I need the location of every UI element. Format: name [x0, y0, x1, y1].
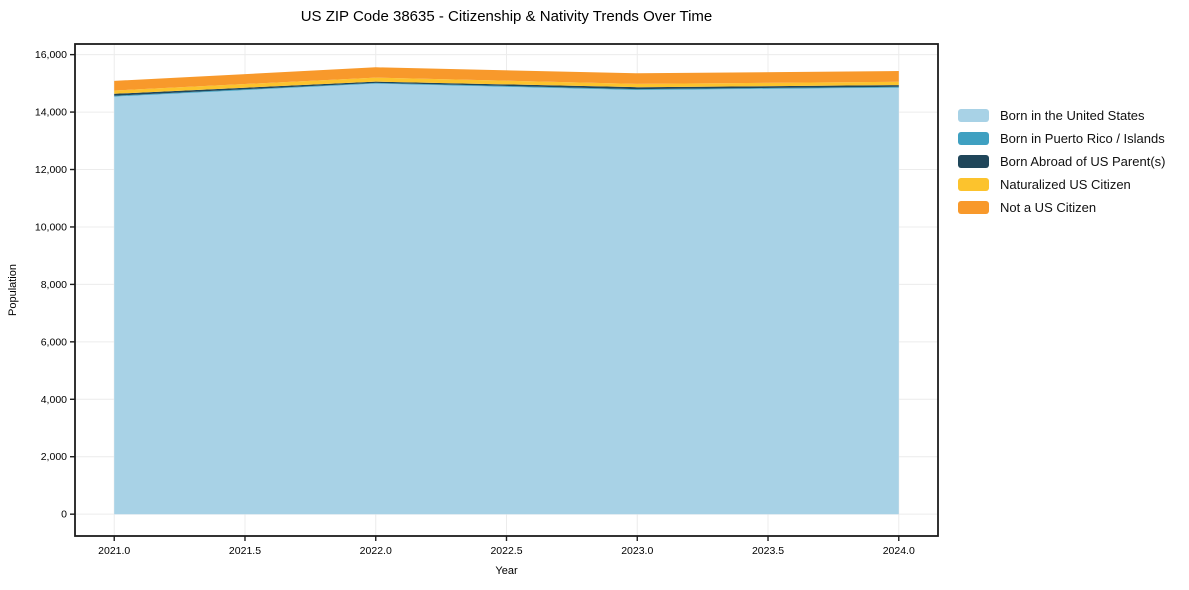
legend-label: Naturalized US Citizen [1000, 177, 1131, 192]
x-tick-label: 2023.5 [752, 545, 784, 557]
legend-item: Naturalized US Citizen [958, 173, 1165, 196]
legend-label: Born Abroad of US Parent(s) [1000, 154, 1166, 169]
y-tick-label: 16,000 [35, 49, 67, 61]
y-tick-label: 12,000 [35, 164, 67, 176]
legend-label: Born in the United States [1000, 108, 1145, 123]
y-tick-label: 10,000 [35, 221, 67, 233]
legend-swatch-icon [958, 155, 989, 168]
legend-item: Born in Puerto Rico / Islands [958, 127, 1165, 150]
legend-swatch-icon [958, 109, 989, 122]
area-series-1 [114, 82, 899, 97]
y-tick-label: 8,000 [41, 279, 67, 291]
x-tick-label: 2024.0 [883, 545, 915, 557]
legend-swatch-icon [958, 201, 989, 214]
y-axis-label: Population [7, 264, 19, 316]
legend-swatch-icon [958, 132, 989, 145]
y-tick-label: 4,000 [41, 394, 67, 406]
x-tick-label: 2021.5 [229, 545, 261, 557]
x-axis-label: Year [495, 565, 518, 577]
area-series-3 [114, 77, 899, 94]
y-tick-label: 2,000 [41, 451, 67, 463]
y-tick-label: 6,000 [41, 336, 67, 348]
x-tick-label: 2022.0 [360, 545, 392, 557]
x-tick-label: 2022.5 [490, 545, 522, 557]
legend-label: Born in Puerto Rico / Islands [1000, 131, 1165, 146]
y-tick-label: 0 [61, 509, 67, 521]
legend-item: Born Abroad of US Parent(s) [958, 150, 1165, 173]
x-tick-label: 2021.0 [98, 545, 130, 557]
legend-item: Not a US Citizen [958, 196, 1165, 219]
area-series-4 [114, 67, 899, 91]
area-series-2 [114, 81, 899, 96]
chart-title: US ZIP Code 38635 - Citizenship & Nativi… [300, 8, 713, 25]
area-series-0 [114, 83, 899, 515]
legend: Born in the United States Born in Puerto… [958, 104, 1165, 219]
y-tick-label: 14,000 [35, 107, 67, 119]
x-tick-label: 2023.0 [621, 545, 653, 557]
legend-label: Not a US Citizen [1000, 200, 1097, 215]
legend-swatch-icon [958, 178, 989, 191]
legend-item: Born in the United States [958, 104, 1165, 127]
